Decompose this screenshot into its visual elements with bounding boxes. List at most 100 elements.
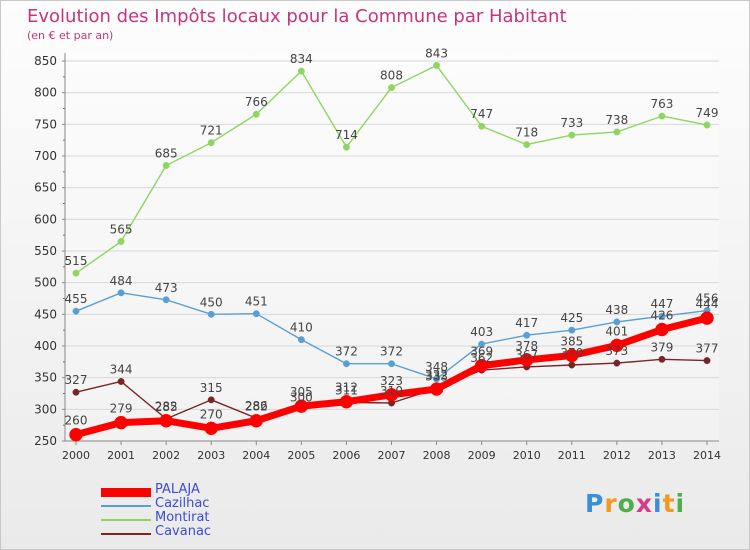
- data-label-palaja: 279: [110, 402, 133, 416]
- x-tick-label: 2004: [242, 449, 270, 462]
- data-point-cavanac: [568, 361, 576, 369]
- data-label-montirat: 843: [425, 46, 448, 60]
- data-point-montirat: [252, 110, 260, 118]
- data-label-palaja: 369: [470, 345, 493, 359]
- x-tick-label: 2014: [693, 449, 721, 462]
- data-point-cavanac: [207, 396, 215, 404]
- data-label-montirat: 766: [245, 95, 268, 109]
- plot-area: [65, 53, 719, 441]
- data-point-cazilhac: [72, 307, 80, 315]
- data-label-cazilhac: 451: [245, 295, 268, 309]
- data-point-palaja: [249, 413, 264, 428]
- data-label-cazilhac: 450: [200, 295, 223, 309]
- x-tick-label: 2007: [378, 449, 406, 462]
- data-label-cazilhac: 372: [335, 345, 358, 359]
- y-tick-label: 450: [34, 307, 57, 321]
- data-label-cavanac: 286: [245, 399, 268, 413]
- data-point-cazilhac: [433, 375, 441, 383]
- data-point-cazilhac: [252, 310, 260, 318]
- data-point-montirat: [297, 67, 305, 75]
- legend-label-cazilhac: Cazilhac: [155, 496, 210, 511]
- chart-title: Evolution des Impôts locaux pour la Comm…: [27, 6, 567, 27]
- data-point-cavanac: [613, 359, 621, 367]
- data-label-cazilhac: 473: [155, 281, 178, 295]
- y-tick-label: 550: [34, 244, 57, 258]
- data-point-cazilhac: [162, 296, 170, 304]
- legend-swatch-cavanac: [101, 533, 151, 535]
- y-tick-label: 500: [34, 276, 57, 290]
- y-tick-label: 750: [34, 117, 57, 131]
- legend-label-montirat: Montirat: [155, 510, 210, 525]
- data-point-cazilhac: [523, 331, 531, 339]
- data-point-palaja: [429, 382, 444, 396]
- data-label-palaja: 444: [696, 297, 719, 311]
- data-label-cavanac: 311: [335, 383, 358, 397]
- y-tick-label: 700: [34, 149, 57, 163]
- data-point-montirat: [117, 238, 125, 245]
- data-point-palaja: [204, 421, 218, 436]
- data-point-montirat: [207, 139, 215, 147]
- data-point-palaja: [655, 322, 669, 337]
- x-tick-label: 2008: [423, 449, 451, 462]
- y-tick-label: 800: [34, 86, 57, 100]
- data-point-palaja: [294, 399, 309, 413]
- data-point-montirat: [523, 141, 531, 149]
- data-label-cavanac: 285: [155, 400, 178, 414]
- data-point-cazilhac: [568, 326, 576, 334]
- x-tick-label: 2011: [558, 449, 586, 462]
- x-tick-label: 2013: [648, 449, 676, 462]
- data-point-palaja: [159, 413, 173, 428]
- data-label-palaja: 385: [560, 335, 583, 349]
- data-label-montirat: 685: [155, 147, 178, 161]
- data-label-montirat: 515: [65, 254, 88, 268]
- data-label-montirat: 763: [650, 97, 673, 111]
- data-label-palaja: 305: [290, 385, 313, 399]
- data-label-montirat: 749: [696, 106, 719, 120]
- data-label-cazilhac: 484: [110, 274, 133, 288]
- data-label-cavanac: 370: [560, 346, 583, 360]
- x-tick-label: 2002: [152, 449, 180, 462]
- data-point-cavanac: [658, 355, 666, 363]
- x-tick-label: 2012: [603, 449, 631, 462]
- data-label-cavanac: 373: [605, 344, 628, 358]
- data-label-montirat: 733: [560, 116, 583, 130]
- data-label-cavanac: 377: [696, 342, 719, 356]
- legend-swatch-cazilhac: [101, 505, 151, 507]
- data-point-palaja: [474, 358, 489, 373]
- data-point-cazilhac: [342, 360, 350, 368]
- legend-label-palaja: PALAJA: [155, 482, 200, 497]
- data-label-palaja: 282: [155, 400, 178, 414]
- data-point-cazilhac: [658, 312, 666, 320]
- y-tick-label: 250: [34, 434, 57, 448]
- legend-swatch-montirat: [101, 519, 151, 521]
- data-point-palaja: [114, 415, 128, 430]
- data-point-montirat: [478, 122, 486, 130]
- data-label-montirat: 565: [110, 223, 133, 237]
- data-label-montirat: 721: [200, 124, 223, 138]
- y-tick-label: 400: [34, 339, 57, 353]
- data-label-montirat: 714: [335, 128, 358, 142]
- y-tick-label: 650: [34, 181, 57, 195]
- data-label-cazilhac: 372: [380, 345, 403, 359]
- x-tick-label: 2006: [332, 449, 360, 462]
- data-point-montirat: [388, 84, 395, 92]
- x-tick-label: 2009: [468, 449, 496, 462]
- data-label-palaja: 323: [380, 374, 403, 388]
- data-point-cazilhac: [117, 289, 125, 297]
- data-label-palaja: 426: [650, 309, 673, 323]
- data-point-palaja: [565, 348, 579, 363]
- data-label-palaja: 260: [65, 414, 88, 428]
- chart-subtitle: (en € et par an): [27, 29, 114, 42]
- data-point-palaja: [384, 388, 399, 402]
- data-point-cazilhac: [297, 336, 305, 344]
- data-label-montirat: 808: [380, 69, 403, 83]
- data-label-cavanac: 362: [470, 351, 493, 365]
- data-point-montirat: [162, 162, 170, 169]
- data-point-cavanac: [703, 357, 711, 365]
- x-tick-label: 2001: [107, 449, 135, 462]
- legend-swatch-palaja: [101, 488, 151, 497]
- data-point-palaja: [700, 311, 714, 325]
- data-point-montirat: [613, 128, 621, 136]
- data-label-cazilhac: 425: [560, 311, 583, 325]
- data-point-montirat: [658, 112, 666, 120]
